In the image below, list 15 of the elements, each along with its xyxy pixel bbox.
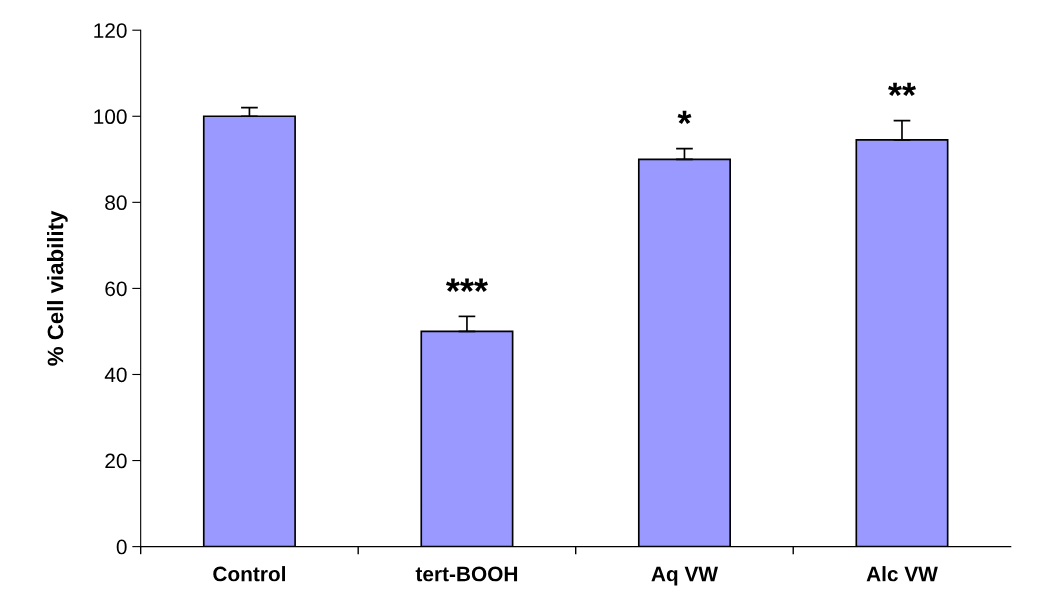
y-tick-label: 0 <box>116 539 127 555</box>
annotation: ** <box>888 82 916 97</box>
x-tick-label: Aq VW <box>651 566 718 586</box>
annotation: *** <box>445 278 488 292</box>
y-tick-label: 100 <box>94 109 127 125</box>
y-tick-label: 20 <box>105 453 127 469</box>
y-tick-label: 40 <box>104 367 127 383</box>
annotation: * <box>677 110 692 125</box>
x-tick-label: Alc VW <box>866 566 938 582</box>
y-tick-label: 60 <box>105 281 127 297</box>
y-axis-title: % Cell viability <box>47 210 68 366</box>
x-tick-label: Control <box>213 566 285 582</box>
y-tick-label: 120 <box>94 23 127 38</box>
y-tick-label: 80 <box>105 195 127 211</box>
x-tick-label: tert-BOOH <box>415 566 518 582</box>
